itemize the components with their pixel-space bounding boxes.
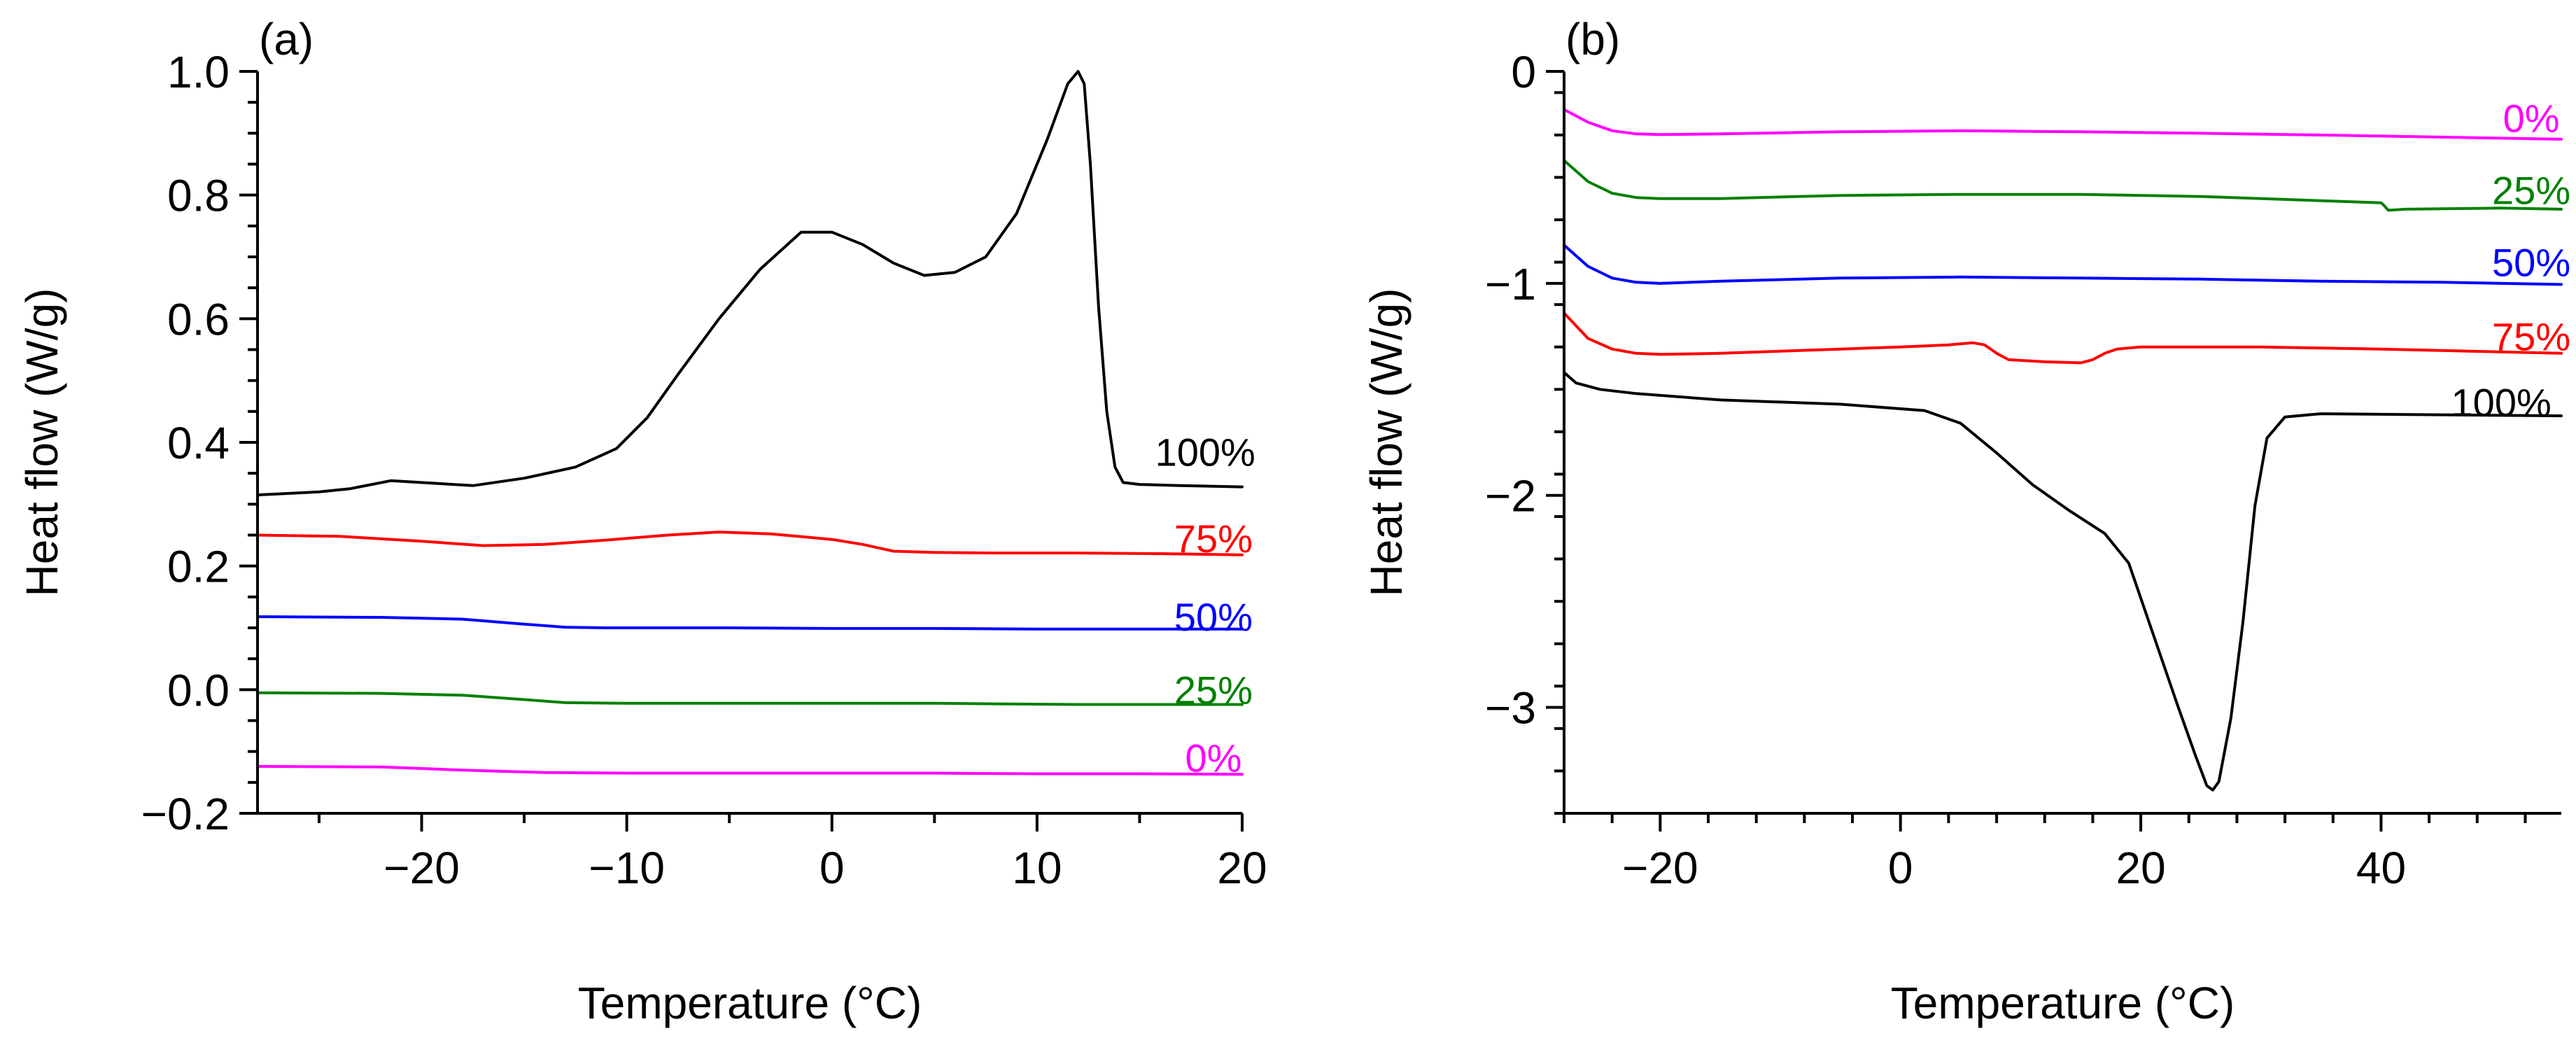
panel-b-series-line-100pct	[1563, 371, 2563, 792]
panel-a-series-line-100pct	[256, 70, 1244, 497]
panel-a-series-label: 0%	[1185, 736, 1241, 780]
panel-a-y-axis-title: Heat flow (W/g)	[17, 288, 67, 597]
panel-a-series-label: 100%	[1155, 430, 1255, 474]
panel-a-y-tick-label: 0.4	[167, 418, 230, 468]
panel-a-x-tick-label: −10	[589, 843, 665, 893]
panel-a-x-axis-title: Temperature (°C)	[578, 978, 922, 1028]
panel-b-label: (b)	[1565, 14, 1620, 64]
panel-b-series-line-0pct	[1563, 108, 2563, 141]
panel-b-series-label: 75%	[2492, 315, 2570, 359]
panel-a-x-tick-label: 0	[819, 843, 845, 893]
panel-a-y-tick-label: 0.6	[167, 294, 230, 344]
panel-b-y-tick-label: 0	[1511, 47, 1536, 97]
panel-a-series-line-75pct	[256, 531, 1244, 556]
panel-a-y-tick-label: 0.0	[167, 665, 230, 715]
panel-a-y-tick-label: 0.8	[167, 171, 230, 221]
panel-b-series-label: 100%	[2451, 380, 2552, 424]
panel-a-x-tick-label: 10	[1012, 843, 1062, 893]
panel-b-y-axis-title: Heat flow (W/g)	[1361, 288, 1412, 597]
panel-a-label: (a)	[259, 14, 314, 64]
panel-b-series-line-25pct	[1563, 159, 2563, 212]
panel-b-y-tick-label: −2	[1485, 471, 1536, 521]
panel-a-x-tick-label: −20	[383, 843, 460, 893]
panel-b-series-line-50pct	[1563, 244, 2563, 286]
panel-a-y-tick-label: 0.2	[167, 542, 230, 592]
panel-a-series-line-25pct	[256, 691, 1244, 706]
panel-b-series-line-75pct	[1563, 311, 2563, 365]
panel-a-x-tick-label: 20	[1217, 843, 1267, 893]
panel-b-y-tick-label: −3	[1485, 683, 1536, 734]
panel-b-series-label: 50%	[2492, 241, 2570, 285]
panel-b-y-tick-label: −1	[1485, 259, 1536, 309]
panel-b-x-tick-label: 0	[1888, 843, 1913, 893]
panel-a-series-label: 75%	[1174, 517, 1253, 561]
panel-a-chart: −20 −10 0 10 20 −0.2 0.0 0.2 0.4 0.6 0.8 1.0 100% 75…	[17, 14, 1267, 1028]
panel-b-chart: −20 0 20 40 −3 −2 −1 0 0% 25% 50% 75% 100% (b) Temp…	[1361, 14, 2570, 1028]
panel-a-series-line-0pct	[256, 764, 1244, 776]
panel-b-series-label: 0%	[2503, 97, 2560, 141]
panel-b-x-axis-title: Temperature (°C)	[1891, 978, 2235, 1028]
panel-a-series-label: 25%	[1174, 668, 1253, 712]
panel-b-series-label: 25%	[2492, 169, 2570, 213]
panel-b-x-tick-label: −20	[1622, 843, 1698, 893]
panel-b-x-tick-label: 40	[2356, 843, 2406, 893]
panel-a-series-line-50pct	[256, 615, 1244, 631]
panel-a-y-tick-label: −0.2	[141, 789, 230, 839]
panel-a-y-tick-label: 1.0	[167, 47, 230, 97]
panel-a-series-label: 50%	[1174, 595, 1253, 639]
panel-b-x-tick-label: 20	[2116, 843, 2166, 893]
